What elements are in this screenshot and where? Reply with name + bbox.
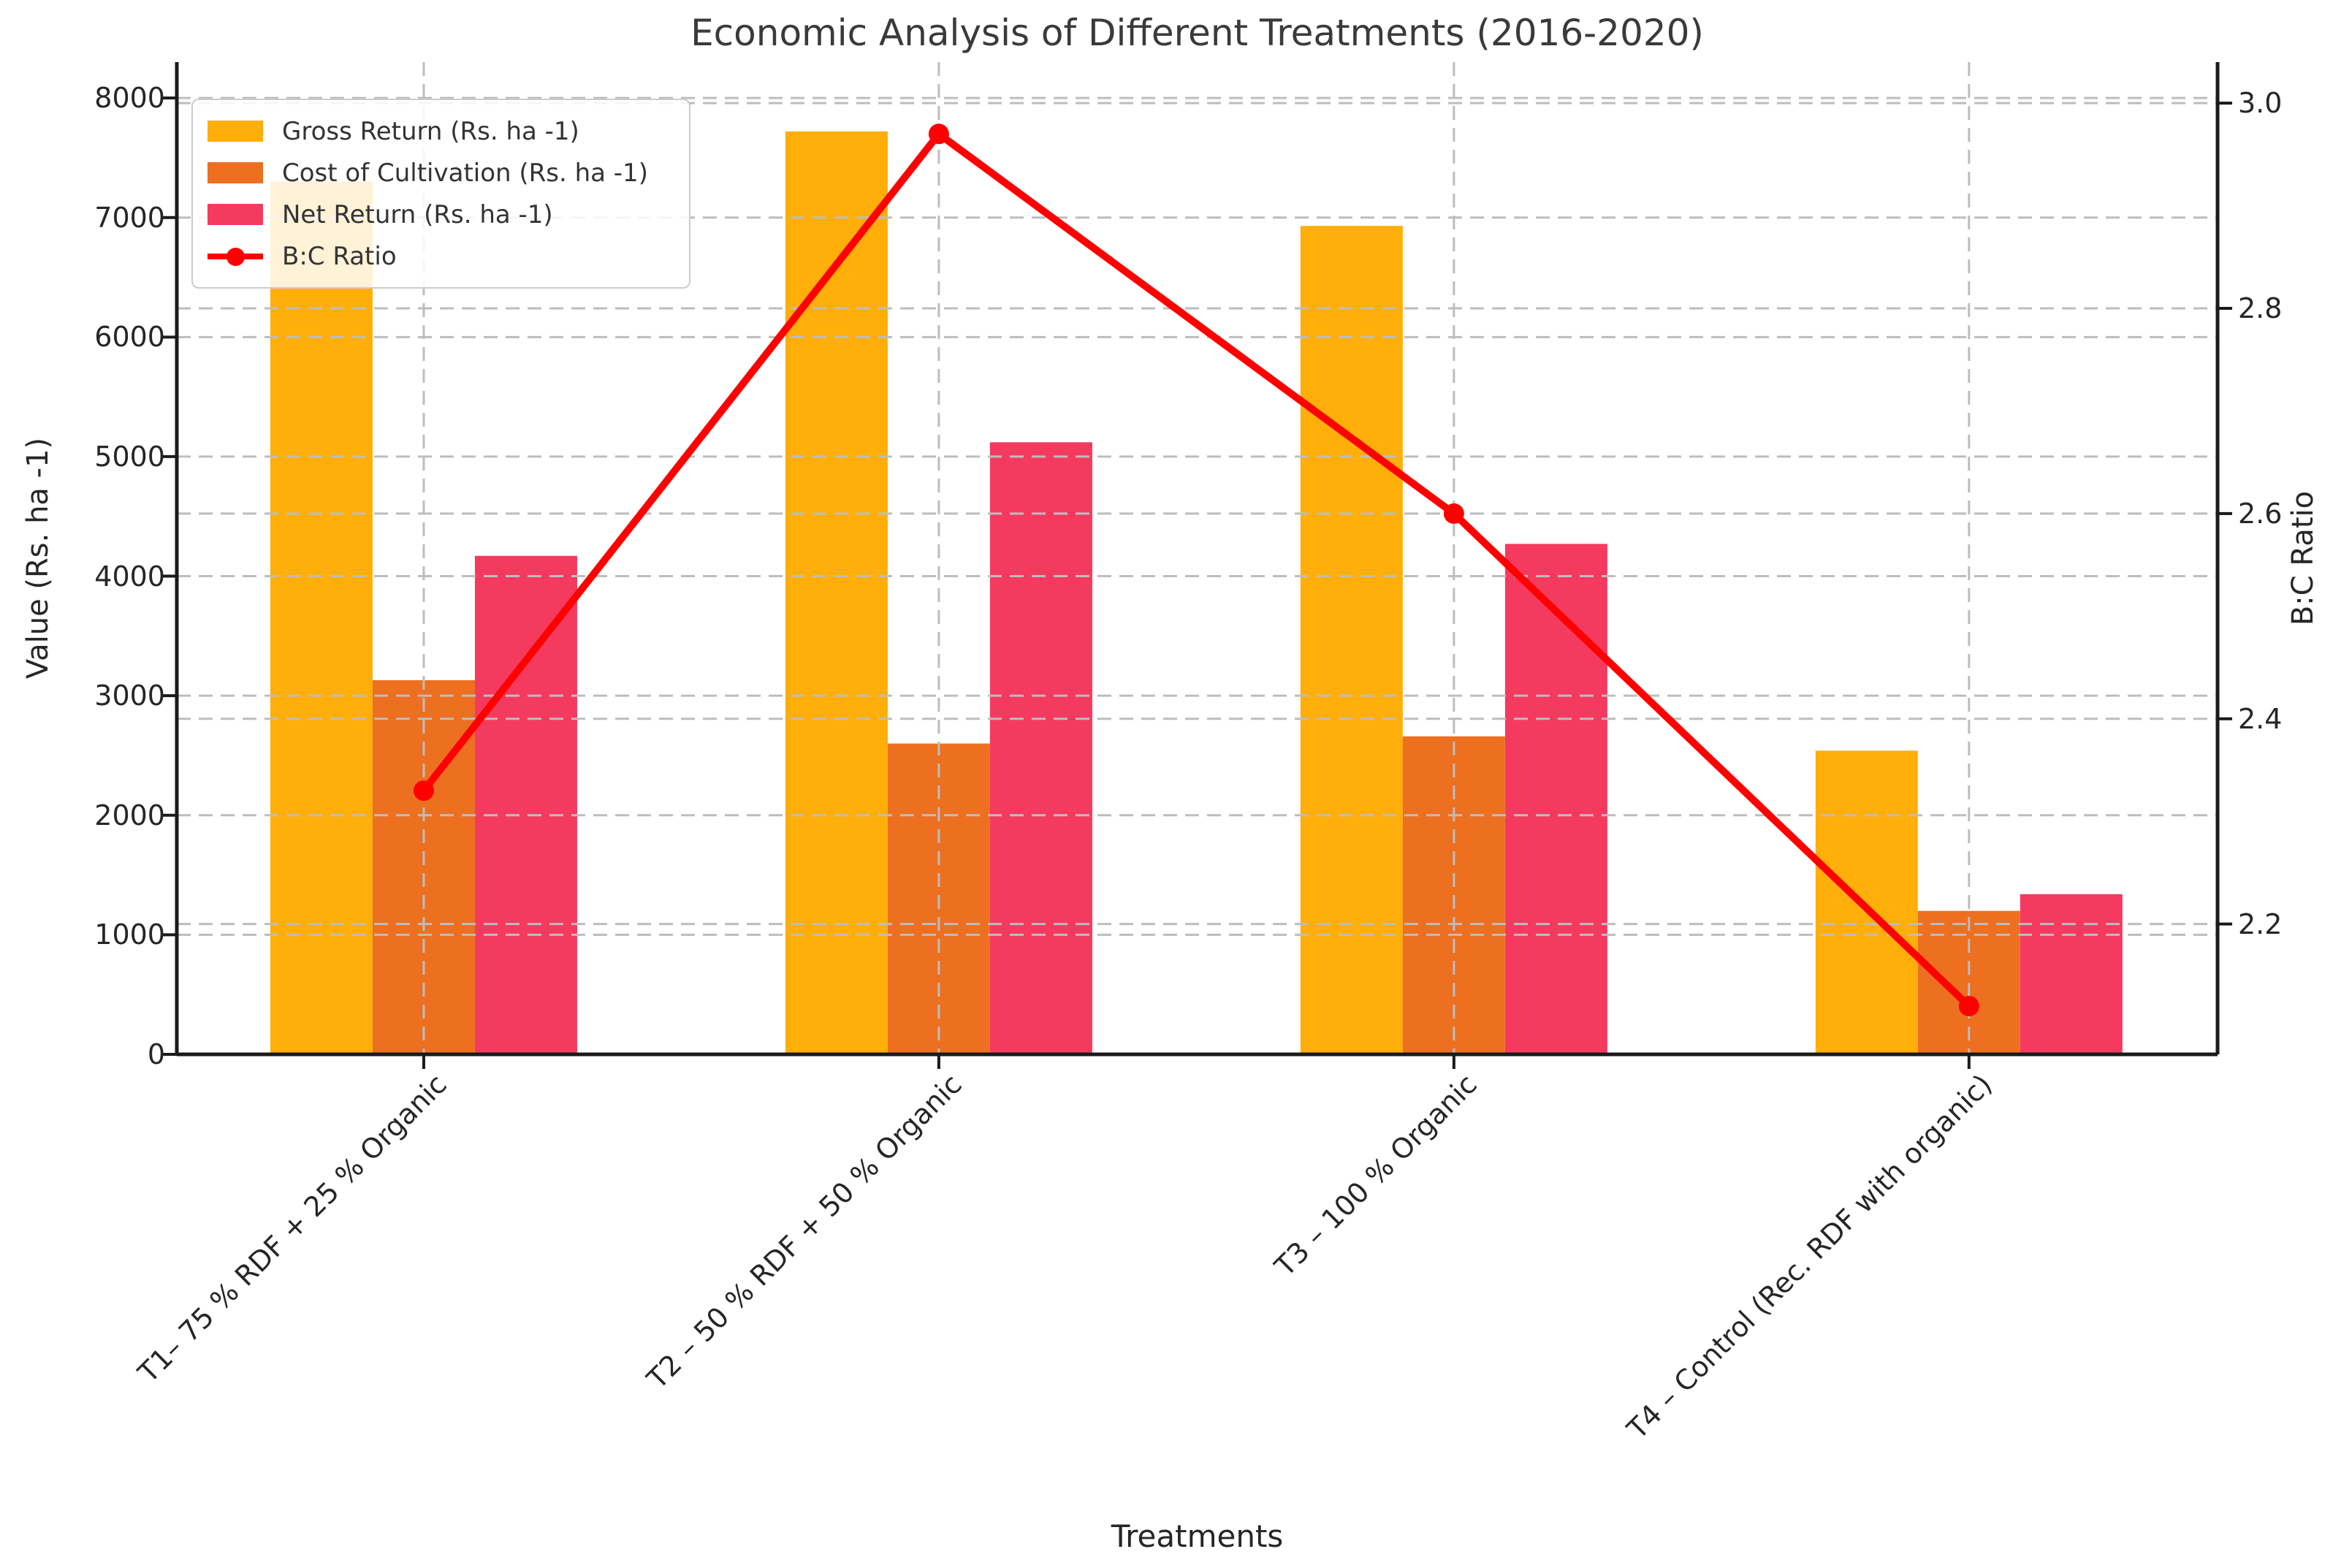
x-tick-label-4: T4 – Control (Rec. RDF with organic) — [1621, 1067, 1998, 1446]
bar-gross-return-4 — [1815, 750, 1918, 1054]
x-tick-label-2: T2 – 50 % RDF + 50 % Organic — [641, 1067, 968, 1396]
legend-swatch-icon — [208, 162, 263, 183]
legend-item-label: Net Return (Rs. ha -1) — [282, 199, 553, 229]
y-tick-label-right-2.2: 2.2 — [2238, 907, 2283, 940]
y-tick-label-right-2.6: 2.6 — [2238, 497, 2283, 530]
bc-ratio-marker-2 — [928, 123, 949, 145]
bar-gross-return-1 — [270, 181, 373, 1054]
y-tick-label-left-4000: 4000 — [94, 560, 165, 593]
x-tick-label-3: T3 – 100 % Organic — [1268, 1067, 1483, 1283]
y-tick-label-left-8000: 8000 — [94, 82, 165, 115]
y-tick-label-left-2000: 2000 — [94, 799, 165, 831]
y-tick-label-left-7000: 7000 — [94, 201, 165, 234]
legend-item: Net Return (Rs. ha -1) — [208, 194, 674, 235]
y-tick-label-left-6000: 6000 — [94, 321, 165, 354]
legend-item-label: B:C Ratio — [282, 241, 397, 271]
bar-cost-of-1 — [372, 680, 475, 1054]
bar-net-return-3 — [1504, 544, 1607, 1054]
bc-ratio-line — [419, 130, 1973, 1010]
x-tick-label-1: T1– 75 % RDF + 25 % Organic — [132, 1067, 453, 1389]
legend-swatch-icon — [208, 204, 263, 225]
x-axis-label: Treatments — [1111, 1518, 1284, 1554]
y-tick-label-left-3000: 3000 — [94, 680, 165, 712]
y-tick-label-left-1000: 1000 — [94, 918, 165, 951]
legend-swatch-icon — [208, 121, 263, 142]
y-tick-label-right-2.4: 2.4 — [2238, 702, 2283, 735]
bc-ratio-marker-3 — [1443, 503, 1464, 524]
chart-title: Economic Analysis of Different Treatment… — [690, 12, 1704, 54]
plot-area — [162, 62, 2232, 1069]
legend-item: Gross Return (Rs. ha -1) — [208, 110, 674, 152]
y-tick-label-left-0: 0 — [147, 1038, 165, 1070]
y-tick-label-right-3: 3.0 — [2238, 87, 2283, 120]
legend: Gross Return (Rs. ha -1) Cost of Cultivat… — [191, 99, 690, 289]
legend-item: B:C Ratio — [208, 235, 674, 277]
legend-item-label: Gross Return (Rs. ha -1) — [282, 116, 579, 146]
y-tick-label-right-2.8: 2.8 — [2238, 292, 2283, 325]
legend-line-sample-icon — [208, 246, 263, 267]
y-tick-label-left-5000: 5000 — [94, 440, 165, 473]
bc-ratio-marker-1 — [413, 780, 434, 802]
legend-item: Cost of Cultivation (Rs. ha -1) — [208, 152, 674, 194]
bar-net-return-2 — [989, 442, 1092, 1054]
legend-item-label: Cost of Cultivation (Rs. ha -1) — [282, 158, 648, 188]
bc-ratio-marker-4 — [1958, 995, 1979, 1016]
legend-marker-icon — [227, 248, 245, 266]
bar-net-return-4 — [2020, 894, 2123, 1054]
bar-gross-return-3 — [1300, 226, 1403, 1054]
bar-net-return-1 — [474, 555, 577, 1054]
bar-gross-return-2 — [785, 131, 888, 1055]
